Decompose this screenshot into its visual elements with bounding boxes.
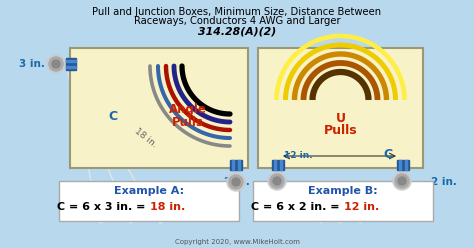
Text: C = 6 x 3 in. =: C = 6 x 3 in. = (57, 202, 149, 212)
FancyBboxPatch shape (258, 48, 423, 168)
Text: 2 in.: 2 in. (431, 177, 457, 187)
Text: 12 in.: 12 in. (344, 202, 379, 212)
FancyBboxPatch shape (59, 181, 239, 221)
FancyBboxPatch shape (253, 181, 433, 221)
Circle shape (227, 173, 245, 191)
Text: C = 6 x 2 in. =: C = 6 x 2 in. = (251, 202, 343, 212)
Bar (238, 160, 240, 170)
Bar (274, 160, 276, 170)
Circle shape (229, 175, 243, 189)
Text: Copyright 2020, www.MikeHolt.com: Copyright 2020, www.MikeHolt.com (174, 239, 300, 245)
Bar (232, 160, 234, 170)
Text: C: C (109, 110, 118, 123)
Text: Raceways, Conductors 4 AWG and Larger: Raceways, Conductors 4 AWG and Larger (134, 16, 340, 26)
Text: Example B:: Example B: (308, 186, 378, 196)
Bar (280, 160, 282, 170)
Circle shape (393, 172, 411, 190)
Text: Example A:: Example A: (114, 186, 184, 196)
Text: C: C (384, 149, 393, 161)
Bar (66, 66, 76, 68)
Text: U: U (336, 112, 346, 124)
Bar (399, 160, 401, 170)
Text: 3 in.: 3 in. (19, 59, 45, 69)
Circle shape (47, 55, 65, 73)
Bar (66, 58, 76, 70)
FancyBboxPatch shape (70, 48, 248, 168)
Text: Pulls: Pulls (172, 117, 204, 129)
Text: Pulls: Pulls (324, 124, 357, 136)
Text: 3 in.: 3 in. (268, 179, 294, 189)
Text: 18 in.: 18 in. (133, 126, 159, 150)
Circle shape (395, 174, 409, 188)
Bar (272, 160, 284, 170)
Circle shape (273, 177, 281, 185)
Text: Pull and Junction Boxes, Minimum Size, Distance Between: Pull and Junction Boxes, Minimum Size, D… (92, 7, 382, 17)
Text: 12 in.: 12 in. (284, 151, 313, 159)
Circle shape (398, 177, 406, 185)
Circle shape (52, 60, 60, 68)
Text: 314.28(A)(2): 314.28(A)(2) (198, 26, 276, 36)
Bar (397, 160, 409, 170)
Bar (66, 60, 76, 62)
Circle shape (270, 174, 284, 188)
Bar (405, 160, 407, 170)
Text: Angle: Angle (169, 103, 207, 117)
Circle shape (268, 172, 286, 190)
Text: 18 in.: 18 in. (150, 202, 185, 212)
Circle shape (49, 57, 63, 71)
Bar (230, 160, 242, 170)
Circle shape (232, 178, 240, 186)
Text: 2 in.: 2 in. (224, 177, 250, 187)
